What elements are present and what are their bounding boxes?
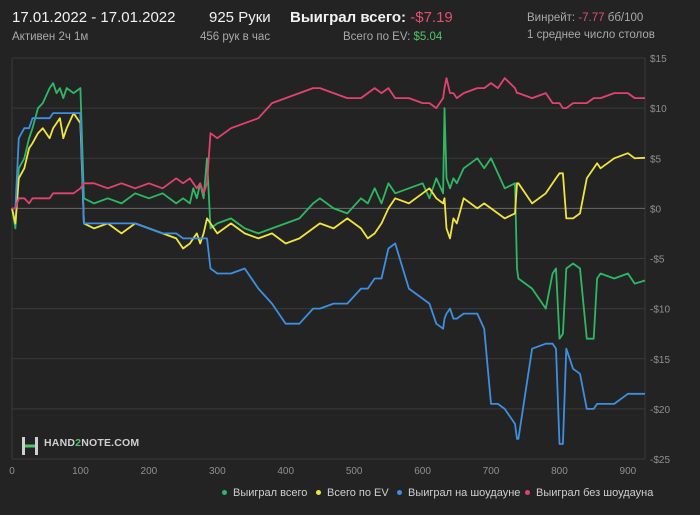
series-line-0 — [11, 82, 646, 340]
total-won-value: -$7.19 — [410, 9, 453, 26]
stats-header: 17.01.2022 - 17.01.2022 Активен 2ч 1м 92… — [0, 0, 700, 50]
hands-count: 925 Руки — [209, 9, 271, 26]
ev-label: Всего по EV: — [343, 31, 411, 43]
total-won: Выиграл всего: -$7.19 — [290, 9, 453, 26]
legend-dot-blue — [397, 489, 402, 495]
y-tick-label: $5 — [650, 154, 662, 165]
total-won-label: Выиграл всего: — [290, 9, 407, 26]
x-tick-label: 300 — [209, 466, 226, 477]
y-tick-label: $15 — [650, 54, 667, 65]
legend-dot-pink — [525, 489, 530, 495]
winrate-label: Винрейт: — [527, 12, 576, 24]
series-lines — [11, 77, 646, 445]
y-tick-label: -$10 — [650, 305, 670, 316]
y-tick-label: -$5 — [650, 255, 665, 266]
x-axis-ticks: 0 100 200 300 400 500 600 700 800 900 — [9, 466, 636, 477]
y-tick-label: -$20 — [650, 405, 670, 416]
y-tick-label: $10 — [650, 104, 667, 115]
y-axis-ticks: $15 $10 $5 $0 -$5 -$10 -$15 -$20 -$25 — [650, 54, 670, 466]
x-tick-label: 100 — [72, 466, 89, 477]
series-line-1 — [11, 112, 646, 250]
hand2note-logo: HAND2NOTE.COM — [22, 437, 139, 455]
y-tick-label: $0 — [650, 204, 662, 215]
winrate: Винрейт: -7.77 бб/100 — [527, 12, 643, 24]
results-graph: $15 $10 $5 $0 -$5 -$10 -$15 -$20 -$25 0 100 200 300… — [9, 54, 670, 477]
logo-text: HAND2NOTE.COM — [44, 437, 140, 449]
x-tick-label: 400 — [277, 466, 294, 477]
x-tick-label: 200 — [141, 466, 158, 477]
tables-count: 1 среднее число столов — [527, 29, 655, 41]
active-time: Активен 2ч 1м — [12, 31, 89, 43]
grid — [11, 57, 646, 460]
x-tick-label: 900 — [620, 466, 637, 477]
chart-legend: Выиграл всего Всего по EV Выиграл на шоу… — [0, 487, 700, 503]
series-line-3 — [12, 77, 645, 210]
legend-item-showdown[interactable]: Выиграл на шоудауне — [397, 487, 520, 499]
series-line-2 — [12, 112, 645, 445]
hands-per-hour: 456 рук в час — [200, 31, 271, 43]
x-tick-label: 700 — [483, 466, 500, 477]
legend-dot-green — [222, 489, 227, 495]
winrate-value: -7.77 — [578, 12, 605, 24]
legend-item-non-showdown[interactable]: Выиграл без шоудауна — [525, 487, 653, 499]
date-range: 17.01.2022 - 17.01.2022 — [12, 9, 176, 26]
y-tick-label: -$15 — [650, 355, 670, 366]
y-tick-label: -$25 — [650, 455, 670, 466]
legend-item-ev[interactable]: Всего по EV — [316, 487, 389, 499]
x-tick-label: 800 — [551, 466, 568, 477]
x-tick-label: 600 — [414, 466, 431, 477]
winrate-unit: бб/100 — [607, 12, 644, 24]
x-tick-label: 500 — [346, 466, 363, 477]
x-tick-label: 0 — [9, 466, 15, 477]
legend-item-won-total[interactable]: Выиграл всего — [222, 487, 307, 499]
ev-total: Всего по EV: $5.04 — [343, 31, 442, 43]
legend-dot-yellow — [316, 489, 321, 495]
ev-value: $5.04 — [413, 31, 443, 43]
h2n-logo-icon — [22, 437, 38, 455]
